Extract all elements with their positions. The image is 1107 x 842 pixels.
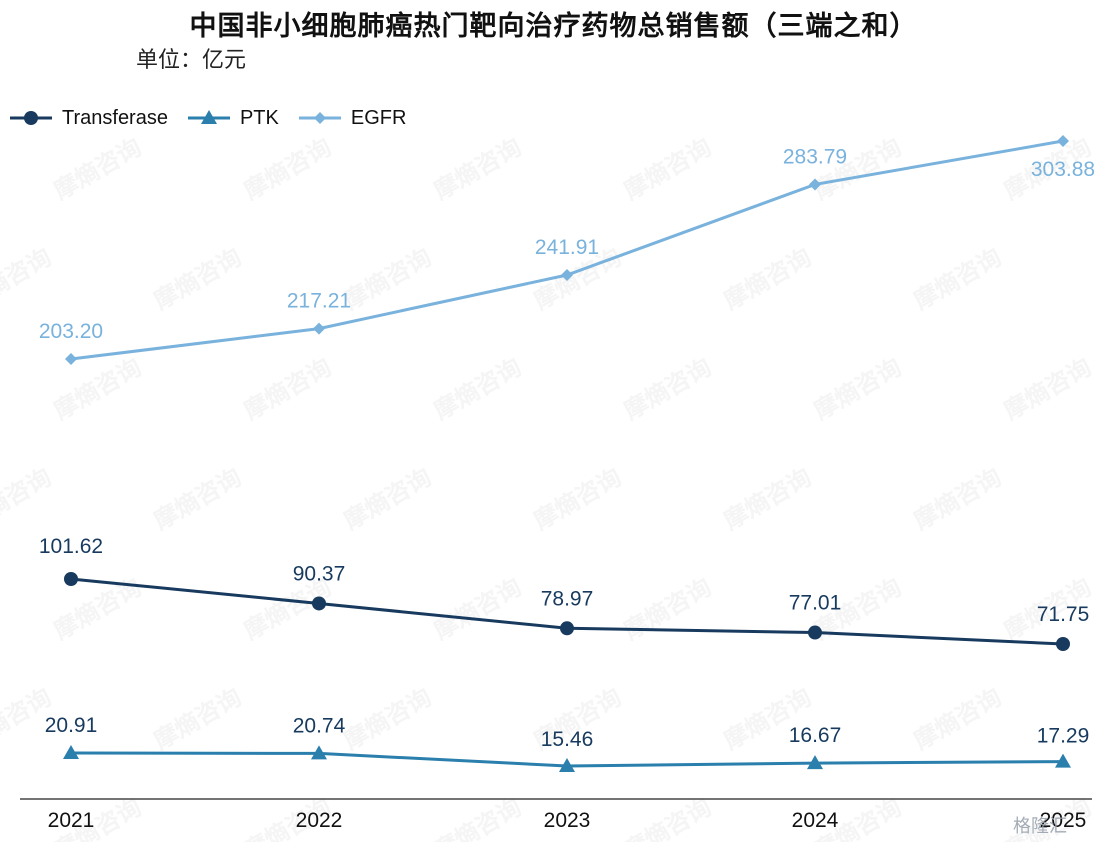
watermark-text: 摩熵咨询 [999, 353, 1096, 425]
data-label: 78.97 [541, 587, 594, 610]
watermark-text: 摩熵咨询 [0, 463, 56, 535]
watermark-text: 摩熵咨询 [429, 133, 526, 205]
watermark-text: 摩熵咨询 [529, 463, 626, 535]
watermark-text: 摩熵咨询 [719, 463, 816, 535]
watermark-text: 摩熵咨询 [619, 573, 716, 645]
legend-item-egfr: EGFR [297, 106, 407, 130]
watermark-text: 摩熵咨询 [239, 133, 336, 205]
data-label: 90.37 [293, 562, 346, 585]
data-point [559, 758, 575, 772]
data-label: 303.88 [1031, 158, 1095, 181]
watermark-text: 摩熵咨询 [239, 353, 336, 425]
data-point [311, 745, 327, 760]
legend-label-egfr: EGFR [350, 106, 407, 129]
data-point [64, 572, 78, 586]
data-point [312, 596, 326, 611]
legend-marker-triangle-icon [187, 110, 230, 124]
x-tick-label: 2024 [792, 809, 839, 832]
watermark-text: 摩熵咨询 [49, 353, 146, 425]
data-point [1055, 753, 1071, 768]
watermark-text: 摩熵咨询 [719, 243, 816, 315]
data-label: 71.75 [1037, 603, 1090, 626]
data-point [808, 625, 822, 640]
legend-label-ptk: PTK [239, 106, 279, 129]
data-label: 283.79 [783, 145, 847, 168]
watermark-text: 摩熵咨询 [49, 133, 146, 205]
watermark-text: 摩熵咨询 [909, 683, 1006, 755]
watermark-text: 摩熵咨询 [339, 683, 436, 755]
data-label: 17.29 [1037, 725, 1090, 748]
watermark-text: 摩熵咨询 [339, 243, 436, 315]
x-tick-label: 2022 [296, 809, 343, 832]
legend-item-ptk: PTK [186, 107, 279, 130]
watermark-text: 摩熵咨询 [619, 353, 716, 425]
data-point [809, 178, 821, 191]
chart-title: 中国非小细胞肺癌热门靶向治疗药物总销售额（三端之和） [189, 11, 918, 42]
watermark-text: 摩熵咨询 [909, 463, 1006, 535]
data-label: 77.01 [789, 592, 842, 615]
watermark-text: 摩熵咨询 [619, 793, 716, 842]
data-point [1056, 637, 1070, 651]
legend-label-transferase: Transferase [62, 106, 168, 129]
data-point [561, 269, 573, 281]
data-label: 203.20 [39, 320, 103, 343]
watermark-text: 摩熵咨询 [0, 243, 56, 315]
watermark-text: 摩熵咨询 [149, 463, 246, 535]
data-label: 101.62 [39, 535, 103, 558]
data-point [313, 322, 325, 335]
data-point [1057, 135, 1069, 147]
x-tick-label: 2021 [48, 809, 95, 832]
legend-item-transferase: Transferase [8, 107, 168, 130]
data-label: 241.91 [535, 236, 599, 259]
data-label: 16.67 [789, 724, 842, 747]
data-label: 20.74 [293, 714, 346, 737]
watermark-text: 摩熵咨询 [429, 573, 526, 645]
watermark-text: 摩熵咨询 [149, 243, 246, 315]
watermark-text: 摩熵咨询 [149, 683, 246, 755]
data-label: 217.21 [287, 290, 351, 313]
chart-subtitle: 单位：亿元 [136, 48, 247, 73]
legend: Transferase PTK EGFR [8, 104, 406, 132]
legend-marker-diamond-icon [298, 112, 341, 124]
x-tick-label: 2023 [544, 809, 591, 832]
watermark-text: 摩熵咨询 [909, 243, 1006, 315]
data-point [65, 353, 77, 365]
watermark-text: 摩熵咨询 [809, 353, 906, 425]
data-point [63, 745, 79, 759]
corner-logo: 格隆汇 [1013, 816, 1067, 836]
legend-marker-circle-icon [10, 111, 52, 125]
watermark-text: 摩熵咨询 [809, 133, 906, 205]
data-label: 20.91 [45, 714, 98, 737]
watermark-text: 摩熵咨询 [429, 793, 526, 842]
watermark-text: 摩熵咨询 [339, 463, 436, 535]
data-point [807, 755, 823, 770]
x-tick-label: 2025 [1040, 809, 1087, 832]
watermark-text: 摩熵咨询 [619, 133, 716, 205]
watermark-text: 摩熵咨询 [429, 353, 526, 425]
data-label: 15.46 [541, 728, 594, 751]
data-point [560, 621, 574, 636]
